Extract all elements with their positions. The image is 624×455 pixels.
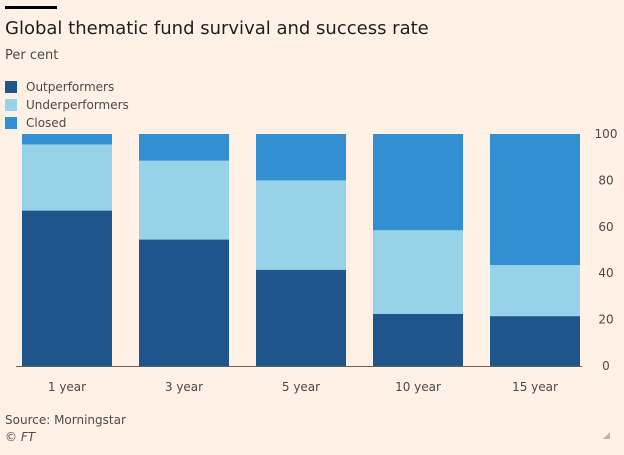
legend-item-closed: Closed — [5, 114, 129, 132]
x-tick-label: 3 year — [165, 380, 203, 394]
bar-underperformers-5-year — [256, 180, 346, 270]
ft-header-bar — [5, 6, 57, 9]
bar-underperformers-10-year — [373, 230, 463, 314]
y-tick-label: 20 — [598, 313, 613, 327]
resize-grip-icon — [603, 432, 610, 439]
bar-closed-15-year — [490, 134, 580, 266]
legend-label-underperformers: Underperformers — [26, 98, 129, 112]
bar-underperformers-15-year — [490, 265, 580, 317]
y-tick-label: 100 — [595, 127, 618, 141]
bar-closed-1-year — [22, 134, 112, 145]
bar-outperformers-5-year — [256, 269, 346, 366]
x-tick-label: 1 year — [48, 380, 86, 394]
legend-item-outperformers: Outperformers — [5, 78, 129, 96]
y-tick-label: 40 — [598, 266, 613, 280]
copyright-note: © FT — [5, 430, 36, 444]
legend-swatch-closed — [5, 117, 17, 129]
legend-label-outperformers: Outperformers — [26, 80, 115, 94]
legend-item-underperformers: Underperformers — [5, 96, 129, 114]
y-tick-label: 60 — [598, 220, 613, 234]
bar-outperformers-3-year — [139, 239, 229, 366]
bar-closed-5-year — [256, 134, 346, 181]
y-tick-label: 80 — [598, 173, 613, 187]
x-tick-label: 10 year — [395, 380, 441, 394]
chart-subtitle: Per cent — [5, 48, 59, 63]
bar-outperformers-10-year — [373, 313, 463, 366]
x-tick-label: 5 year — [282, 380, 320, 394]
source-note: Source: Morningstar — [5, 413, 126, 427]
bar-closed-10-year — [373, 134, 463, 231]
bar-outperformers-15-year — [490, 316, 580, 366]
chart-legend: Outperformers Underperformers Closed — [5, 78, 129, 132]
bar-outperformers-1-year — [22, 210, 112, 366]
bar-closed-3-year — [139, 134, 229, 161]
legend-swatch-outperformers — [5, 81, 17, 93]
y-tick-label: 0 — [602, 359, 610, 373]
legend-swatch-underperformers — [5, 99, 17, 111]
legend-label-closed: Closed — [26, 116, 67, 130]
bar-underperformers-3-year — [139, 160, 229, 240]
bar-underperformers-1-year — [22, 144, 112, 211]
chart-title: Global thematic fund survival and succes… — [5, 18, 429, 39]
x-tick-label: 15 year — [512, 380, 558, 394]
